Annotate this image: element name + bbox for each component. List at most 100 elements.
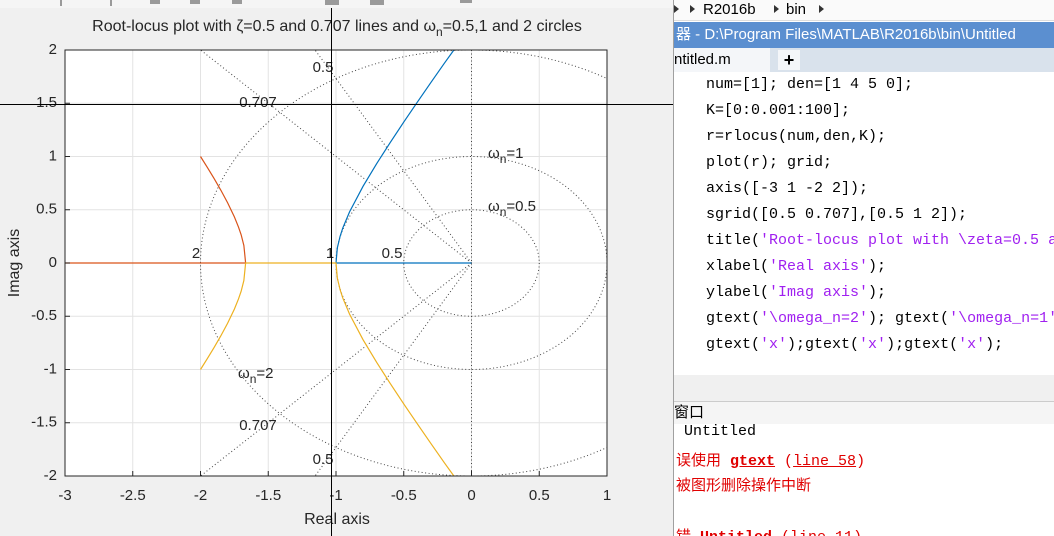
code-text: );	[868, 258, 887, 275]
y-tick-label: -1	[44, 360, 57, 377]
code-string: '\omega_n=1'	[949, 310, 1054, 327]
command-output: Untitled	[684, 423, 757, 440]
x-tick-label: 0	[467, 487, 475, 504]
code-string: 'Root-locus plot with \zeta=0.5 a	[760, 232, 1054, 249]
error-link[interactable]: gtext	[730, 453, 776, 470]
y-tick-label: -1.5	[31, 414, 57, 431]
toolbar-icon[interactable]	[325, 0, 339, 5]
toolbar-icon[interactable]	[150, 0, 160, 4]
y-tick-label: 0	[49, 254, 57, 271]
wn-label: 2	[192, 245, 200, 262]
code-editor[interactable]: num=[1]; den=[1 4 5 0]; K=[0:0.001:100]; r…	[674, 72, 1054, 375]
arrow	[819, 5, 824, 13]
separator	[674, 375, 1054, 402]
code-text: num=[1]; den=[1 4 5 0];	[706, 76, 914, 93]
sgrid	[199, 50, 607, 476]
title-text: Root-locus plot with ζ=0.5 and 0.707 lin…	[92, 18, 436, 35]
code-text: gtext(	[706, 310, 761, 327]
code-string: 'Imag axis'	[769, 284, 869, 301]
x-tick-label: -2.5	[120, 487, 146, 504]
error-text: )	[856, 453, 866, 470]
code-text: r=rlocus(num,den,K);	[706, 128, 887, 145]
zeta-label: 0.707	[239, 417, 277, 434]
x-tick-label: -3	[58, 487, 71, 504]
annotation-text: ω	[488, 145, 500, 162]
zeta-label: 0.707	[239, 94, 277, 111]
code-string: 'Real axis'	[769, 258, 869, 275]
error-link[interactable]: line 58	[793, 453, 857, 470]
error-line: 错 Untitled (line 11)	[676, 525, 862, 536]
y-axis-label: Imag axis	[6, 229, 23, 297]
code-text: );gtext(	[886, 336, 959, 353]
new-tab-button[interactable]: +	[778, 50, 800, 70]
error-text: 误使用	[676, 453, 731, 470]
code-string: 'x'	[859, 336, 887, 353]
code-string: 'x'	[958, 336, 986, 353]
toolbar-icon[interactable]	[460, 0, 472, 3]
zeta-label: 0.5	[313, 59, 334, 76]
code-text: ); gtext(	[868, 310, 950, 327]
annotation-subscript: n	[250, 372, 257, 386]
y-tick-label: -0.5	[31, 307, 57, 324]
annotation: ωn=2	[238, 365, 274, 386]
plot-lines	[65, 50, 472, 476]
code-text: );gtext(	[787, 336, 860, 353]
code-text: );	[985, 336, 1004, 353]
toolbar-icon[interactable]	[232, 0, 242, 4]
x-tick-label: -1.5	[255, 487, 281, 504]
code-line: ylabel('Imag axis');	[706, 284, 886, 301]
code-text: gtext(	[706, 336, 761, 353]
ticks: -3 -2.5 -2 -1.5 -1 -0.5 0 0.5 1 -2 -1.5 -1 -0.5 0 0.5 1…	[31, 41, 611, 504]
breadcrumb-item[interactable]: bin	[786, 1, 807, 18]
command-window-title: 窗口	[674, 402, 1054, 424]
code-string: 'x'	[760, 336, 788, 353]
x-tick-label: 1	[603, 487, 611, 504]
code-line: K=[0:0.001:100];	[706, 102, 850, 119]
x-tick-label: -0.5	[391, 487, 417, 504]
zeta-line	[199, 50, 472, 264]
error-text: (	[772, 529, 790, 536]
matlab-desktop: R2016b bin 器 - D:\Program Files\MATLAB\R…	[674, 0, 1054, 536]
error-text: )	[853, 529, 862, 536]
annotation-text: =0.5	[506, 198, 536, 215]
y-tick-label: 1	[49, 147, 57, 164]
arrow	[690, 5, 695, 13]
wn-label: 1	[326, 245, 334, 262]
locus-branch	[199, 262, 455, 476]
toolbar-icon[interactable]	[60, 0, 62, 6]
editor-tab[interactable]: ntitled.m	[674, 48, 770, 72]
annotation: ωn=1	[488, 145, 524, 166]
toolbar-icon[interactable]	[190, 0, 200, 4]
zeta-label: 0.5	[313, 451, 334, 468]
annotation-text: ω	[488, 198, 500, 215]
breadcrumb-item[interactable]: R2016b	[703, 1, 756, 18]
toolbar-icon[interactable]	[370, 0, 384, 5]
y-tick-label: 1.5	[36, 94, 57, 111]
toolbar-icon[interactable]	[110, 0, 112, 6]
code-line: xlabel('Real axis');	[706, 258, 886, 275]
code-line: gtext('\omega_n=2'); gtext('\omega_n=1'	[706, 310, 1054, 327]
annotation-text: =2	[256, 365, 273, 382]
locus-branch	[65, 156, 247, 264]
locus-branch	[335, 50, 472, 264]
x-tick-label: 0.5	[529, 487, 550, 504]
annotation-subscript: n	[500, 152, 507, 166]
arrow	[674, 5, 679, 13]
error-line: 误使用 gtext (line 58)	[676, 449, 865, 470]
figure-window: -3 -2.5 -2 -1.5 -1 -0.5 0 0.5 1 -2 -1.5 -1 -0.5 0 0.5 1…	[0, 0, 674, 536]
code-text: xlabel(	[706, 258, 770, 275]
x-axis-label: Real axis	[304, 511, 370, 528]
error-link[interactable]: Untitled	[700, 529, 772, 536]
breadcrumb-arrows	[674, 5, 824, 13]
error-link[interactable]: line 11	[790, 529, 853, 536]
annotation-text: ω	[238, 365, 250, 382]
chart-title: Root-locus plot with ζ=0.5 and 0.707 lin…	[92, 18, 582, 39]
code-line: axis([-3 1 -2 2]);	[706, 180, 868, 197]
code-line: title('Root-locus plot with \zeta=0.5 a	[706, 232, 1054, 249]
code-text: axis([-3 1 -2 2]);	[706, 180, 869, 197]
code-line: r=rlocus(num,den,K);	[706, 128, 886, 145]
error-text: (	[775, 453, 794, 470]
annotation-text: =1	[506, 145, 523, 162]
